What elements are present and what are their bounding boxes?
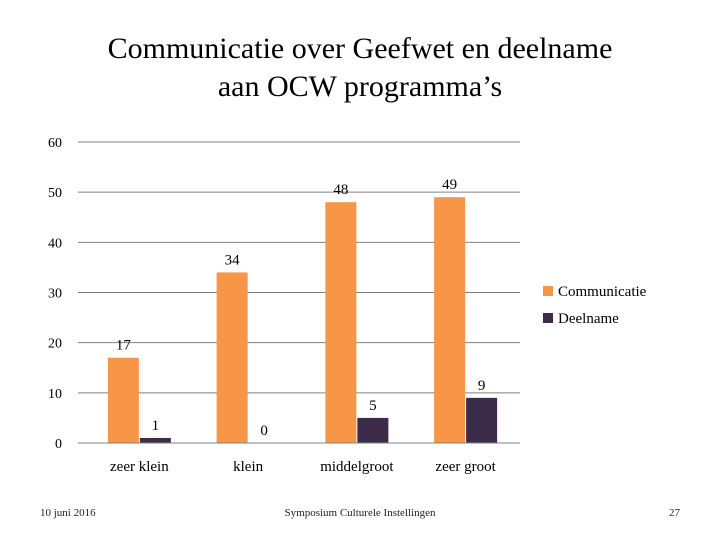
y-tick-label: 30 [48,287,62,302]
data-label-deelname: 1 [152,418,160,434]
bar-communicatie [434,197,466,443]
title-line-1: Communicatie over Geefwet en deelname [107,32,613,65]
y-tick-label: 0 [55,437,62,452]
x-category-label: zeer klein [110,459,169,475]
legend-label-communicatie: Communicatie [558,284,647,300]
bar-communicatie [107,357,139,443]
y-tick-label: 40 [48,236,62,251]
bar-deelname [466,397,498,443]
page-number: 27 [669,507,680,519]
y-tick-label: 50 [48,186,62,201]
title-line-2: aan OCW programma’s [217,70,503,103]
x-category-label: zeer groot [435,459,496,475]
bar-communicatie [325,202,357,443]
legend-label-deelname: Deelname [558,311,619,327]
y-tick-label: 60 [48,136,62,151]
y-tick-label: 10 [48,387,62,402]
legend-swatch-communicatie [543,286,553,296]
x-category-label: klein [233,459,263,475]
slide-title: Communicatie over Geefwet en deelname aa… [40,30,680,106]
data-label-communicatie: 49 [442,177,457,193]
data-label-deelname: 5 [369,398,377,414]
legend-swatch-deelname [543,313,553,323]
bar-deelname [139,437,171,443]
data-label-deelname: 0 [260,423,268,439]
data-label-deelname: 9 [478,378,486,394]
bar-communicatie [216,272,248,443]
x-category-label: middelgroot [320,459,394,475]
data-label-communicatie: 48 [333,182,348,198]
y-tick-label: 20 [48,337,62,352]
data-label-communicatie: 17 [116,338,132,354]
data-label-communicatie: 34 [225,252,241,268]
footer-date: 10 juni 2016 [40,507,96,519]
bar-deelname [357,417,389,443]
footer-event: Symposium Culturele Instellingen [284,507,436,519]
